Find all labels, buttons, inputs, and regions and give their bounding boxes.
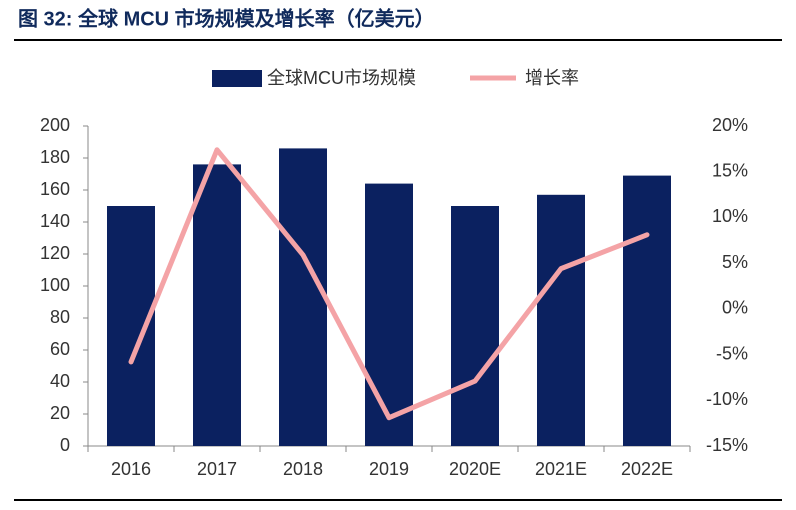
y2-tick-label: 5% bbox=[722, 252, 748, 272]
x-tick-label: 2018 bbox=[283, 459, 323, 479]
x-tick-label: 2019 bbox=[369, 459, 409, 479]
y2-tick-label: 10% bbox=[712, 206, 748, 226]
legend-swatch bbox=[212, 70, 262, 87]
line bbox=[128, 147, 650, 421]
y2-tick-label: -5% bbox=[716, 343, 748, 363]
y2-tick-label: 0% bbox=[722, 298, 748, 318]
bar bbox=[451, 206, 499, 446]
y2-tick-label: 15% bbox=[712, 160, 748, 180]
legend-label: 全球MCU市场规模 bbox=[267, 68, 416, 88]
bar bbox=[537, 194, 585, 446]
y-tick-label: 160 bbox=[40, 179, 70, 199]
y2-tick-label: 20% bbox=[712, 115, 748, 135]
bar bbox=[193, 164, 241, 446]
y-tick-label: 100 bbox=[40, 275, 70, 295]
y-tick-label: 80 bbox=[50, 307, 70, 327]
legend-label: 增长率 bbox=[525, 68, 579, 88]
y-tick-label: 120 bbox=[40, 243, 70, 263]
y-tick-label: 20 bbox=[50, 403, 70, 423]
y-tick-label: 200 bbox=[40, 115, 70, 135]
bar bbox=[279, 148, 327, 446]
x-tick-label: 2017 bbox=[197, 459, 237, 479]
y-tick-label: 140 bbox=[40, 211, 70, 231]
x-tick-label: 2020E bbox=[449, 459, 501, 479]
x-tick-label: 2022E bbox=[621, 459, 673, 479]
x-tick-label: 2021E bbox=[535, 459, 587, 479]
chart-title: 图 32: 全球 MCU 市场规模及增长率（亿美元） bbox=[18, 6, 435, 30]
y-tick-label: 60 bbox=[50, 339, 70, 359]
y-tick-label: 0 bbox=[60, 435, 70, 455]
bar bbox=[623, 175, 671, 446]
x-tick-label: 2016 bbox=[111, 459, 151, 479]
y-tick-label: 40 bbox=[50, 371, 70, 391]
y2-tick-label: -15% bbox=[706, 435, 748, 455]
y2-tick-label: -10% bbox=[706, 389, 748, 409]
bar bbox=[365, 183, 413, 446]
y-tick-label: 180 bbox=[40, 147, 70, 167]
